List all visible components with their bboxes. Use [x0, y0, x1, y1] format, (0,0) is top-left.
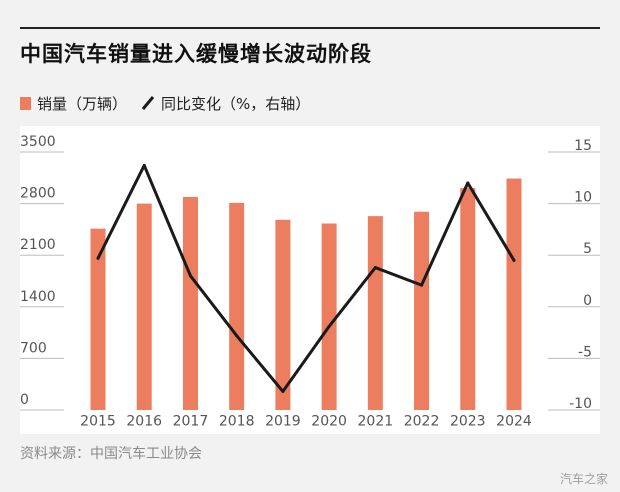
legend-bar-label: 销量（万辆）	[37, 94, 128, 113]
x-tick-label-2020: 2020	[311, 414, 347, 430]
x-tick-label-2023: 2023	[450, 414, 486, 430]
legend-bar-swatch-icon	[20, 96, 31, 110]
top-rule	[20, 27, 600, 29]
x-tick-label-2019: 2019	[265, 414, 301, 430]
x-tick-label-2022: 2022	[404, 414, 440, 430]
yoy-point-2021	[373, 266, 377, 270]
bar-2016	[136, 203, 152, 410]
yoy-point-2024	[512, 258, 516, 262]
right-tick-label-0: 0	[583, 293, 592, 309]
right-tick-label-5: 5	[583, 241, 592, 257]
yoy-point-2022	[420, 283, 424, 287]
bar-2023	[460, 188, 476, 410]
bar-2021	[367, 216, 383, 410]
right-tick-label-15: 15	[574, 138, 592, 154]
left-tick-label-2100: 2100	[20, 237, 56, 253]
legend: 销量（万辆） 同比变化（%，右轴）	[20, 93, 310, 113]
right-tick-label-10: 10	[574, 190, 592, 206]
chart-title: 中国汽车销量进入缓慢增长波动阶段	[20, 42, 372, 66]
x-tick-label-2015: 2015	[80, 414, 116, 430]
bar-2019	[275, 219, 291, 410]
x-tick-label-2016: 2016	[126, 414, 162, 430]
bar-2024	[506, 178, 522, 410]
yoy-point-2020	[327, 324, 331, 328]
brand-watermark: 汽车之家	[559, 472, 608, 486]
bar-2020	[321, 223, 337, 410]
left-tick-label-0: 0	[20, 392, 29, 408]
yoy-point-2023	[466, 181, 470, 185]
legend-line-label: 同比变化（%，右轴）	[161, 94, 311, 113]
yoy-point-2019	[281, 389, 285, 393]
right-tick-label--10: -10	[569, 396, 592, 412]
source-note: 资料来源：中国汽车工业协会	[20, 446, 202, 462]
right-tick-label--5: -5	[578, 344, 592, 360]
bar-2015	[90, 228, 106, 410]
bar-2017	[182, 196, 198, 410]
yoy-point-2018	[235, 334, 239, 338]
bar-2018	[229, 202, 245, 410]
left-tick-label-1400: 1400	[20, 289, 56, 305]
legend-item-sales: 销量（万辆）	[20, 93, 127, 114]
left-tick-label-3500: 3500	[20, 134, 56, 150]
yoy-point-2016	[142, 163, 146, 167]
yoy-point-2015	[96, 256, 100, 260]
legend-item-yoy: 同比变化（%，右轴）	[127, 93, 310, 114]
x-tick-label-2024: 2024	[496, 414, 532, 430]
plot-background	[20, 126, 600, 434]
x-tick-label-2021: 2021	[358, 414, 394, 430]
bar-2022	[414, 211, 430, 410]
legend-line-swatch-icon	[141, 96, 155, 110]
yoy-line	[96, 163, 516, 393]
left-tick-label-700: 700	[20, 340, 47, 356]
x-tick-label-2018: 2018	[219, 414, 255, 430]
x-tick-label-2017: 2017	[173, 414, 209, 430]
left-tick-label-2800: 2800	[20, 186, 56, 202]
yoy-point-2017	[188, 274, 192, 278]
